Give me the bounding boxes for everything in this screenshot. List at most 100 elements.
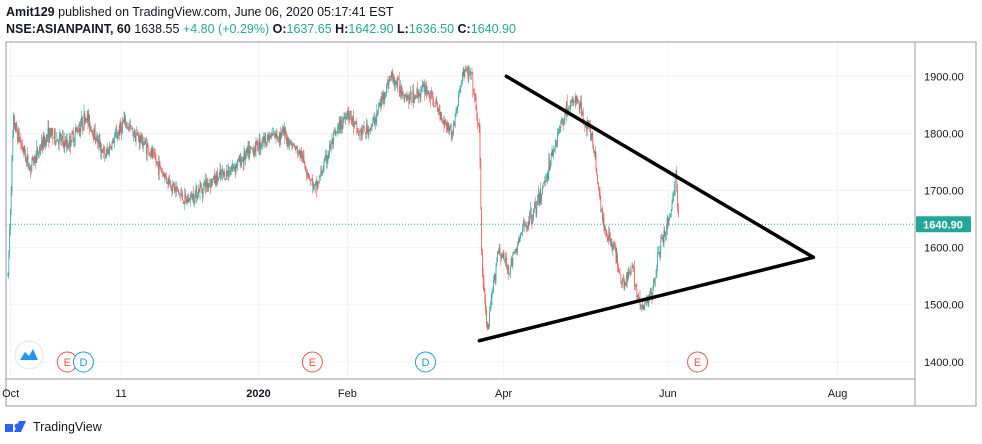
candle-body xyxy=(146,144,148,155)
candle-body xyxy=(18,130,19,142)
candle-body xyxy=(70,135,71,147)
dividend-marker[interactable]: D xyxy=(414,351,436,373)
y-tick-label: 1600.00 xyxy=(924,243,964,255)
candle-body xyxy=(655,277,657,279)
candle-body xyxy=(626,275,627,286)
candle-body xyxy=(146,144,147,155)
candle-body xyxy=(326,154,327,163)
candle-body xyxy=(396,82,398,87)
candle-body xyxy=(287,137,289,144)
tradingview-logo-icon[interactable] xyxy=(4,418,28,436)
candle-body xyxy=(236,163,238,166)
candle-body xyxy=(398,78,399,80)
candle-body xyxy=(558,128,560,131)
candle-body xyxy=(548,159,550,174)
candle-body xyxy=(511,258,513,266)
candle-body xyxy=(607,237,609,240)
candle-body xyxy=(279,132,281,142)
candle-body xyxy=(442,120,444,122)
earnings-marker[interactable]: E xyxy=(687,351,709,373)
candle-body xyxy=(402,91,404,95)
candle-body xyxy=(165,174,166,176)
candle-body xyxy=(111,142,113,149)
candle-body xyxy=(521,232,522,235)
candle-body xyxy=(207,183,209,188)
candle-body xyxy=(599,191,601,200)
candle-body xyxy=(493,279,494,290)
candle-body xyxy=(242,159,244,164)
author-name[interactable]: Amit129 xyxy=(6,5,55,19)
candle-body xyxy=(262,136,264,144)
candle-body xyxy=(404,96,406,100)
candle-body xyxy=(485,301,486,311)
candle-body xyxy=(494,274,496,281)
time-axis[interactable]: Oct112020FebAprJunAug7 xyxy=(2,388,982,400)
candle-body xyxy=(212,178,214,183)
candle-body xyxy=(411,101,413,103)
candle-body xyxy=(248,145,250,158)
candle-body xyxy=(428,90,430,95)
candle-body xyxy=(412,90,414,102)
y-tick-label: 1400.00 xyxy=(924,357,964,369)
candle-body xyxy=(329,144,330,154)
candle-body xyxy=(77,129,78,132)
publish-line: Amit129 published on TradingView.com, Ju… xyxy=(6,4,906,21)
candle-body xyxy=(51,128,53,134)
candle-body xyxy=(578,102,580,111)
candle-body xyxy=(535,207,537,214)
candle-body xyxy=(60,135,62,142)
candle-body xyxy=(524,224,526,227)
candle-body xyxy=(393,76,394,83)
candle-body xyxy=(454,115,456,126)
candle-body xyxy=(189,197,190,201)
trendlines[interactable] xyxy=(477,74,816,343)
candle-body xyxy=(352,116,354,122)
candle-body xyxy=(195,187,197,193)
high-value: 1642.90 xyxy=(348,22,394,36)
x-tick-label: 2020 xyxy=(246,388,270,400)
candle-body xyxy=(110,148,112,149)
candle-body xyxy=(321,170,322,174)
price-axis[interactable]: 1900.00 1800.00 1700.00 1600.00 1500.00 1400.… xyxy=(924,71,964,369)
candle-body xyxy=(295,147,297,150)
candle-body xyxy=(462,69,464,74)
candle-body xyxy=(424,84,426,95)
candle-body xyxy=(281,131,282,138)
candle-body xyxy=(9,229,10,253)
candle-body xyxy=(58,135,60,145)
candle-body xyxy=(178,188,179,193)
candle-body xyxy=(145,140,146,145)
candle-body xyxy=(23,145,25,152)
candle-body xyxy=(415,96,417,99)
candle-body xyxy=(325,154,326,158)
dividend-marker[interactable]: D xyxy=(72,351,94,373)
candle-body xyxy=(336,131,338,133)
candle-body xyxy=(42,135,44,150)
candle-body xyxy=(223,172,225,175)
candle-body xyxy=(252,148,254,150)
candle-body xyxy=(152,151,154,157)
candle-body xyxy=(479,125,481,162)
candle-body xyxy=(445,119,446,123)
symbol-label[interactable]: NSE:ASIANPAINT, 60 xyxy=(6,22,131,36)
candle-body xyxy=(286,141,288,144)
tradingview-watermark-icon[interactable] xyxy=(14,340,44,370)
candle-body xyxy=(106,149,108,152)
candle-body xyxy=(606,235,608,238)
candle-body xyxy=(656,265,658,278)
upper-trendline[interactable] xyxy=(504,74,816,260)
candle-body xyxy=(553,149,554,156)
candle-body xyxy=(239,155,241,162)
candle-body xyxy=(101,149,102,154)
earnings-marker[interactable]: E xyxy=(301,351,323,373)
candle-body xyxy=(470,71,471,74)
footer-brand[interactable]: TradingView xyxy=(33,420,102,434)
candle-body xyxy=(93,134,94,140)
lower-trendline[interactable] xyxy=(477,255,816,343)
earnings-marker[interactable]: E xyxy=(56,351,78,373)
candle-body xyxy=(410,92,412,102)
candle-body xyxy=(226,170,228,174)
candle-body xyxy=(163,173,165,178)
